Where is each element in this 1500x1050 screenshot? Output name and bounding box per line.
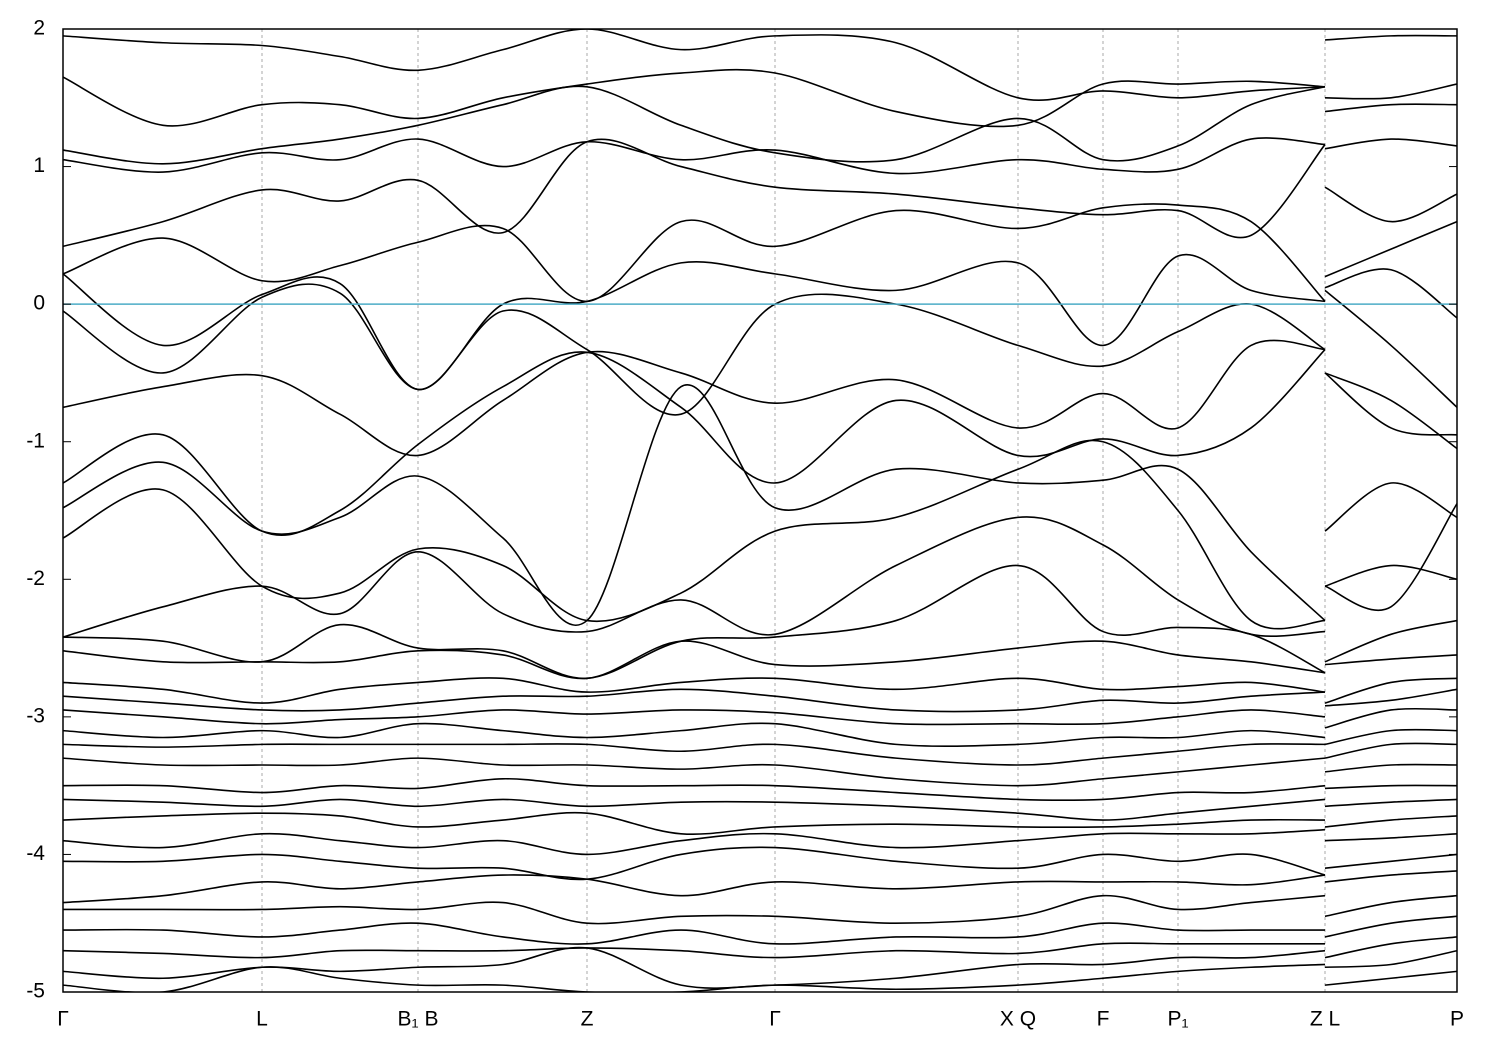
band-line: [63, 439, 1457, 630]
band-line: [63, 68, 1457, 128]
y-tick-label: 0: [33, 292, 45, 315]
y-tick-label: -1: [26, 429, 45, 452]
x-tick-label: Z L: [1310, 1008, 1340, 1031]
band-line: [63, 85, 1457, 165]
band-line: [63, 677, 1457, 704]
x-tick-label: F: [1097, 1008, 1110, 1031]
y-tick-label: -2: [26, 567, 45, 590]
band-line: [63, 339, 1457, 457]
band-line: [63, 29, 1457, 101]
band-line: [63, 384, 1457, 626]
band-line: [63, 936, 1457, 959]
y-tick-label: 2: [33, 17, 45, 40]
y-tick-label: -5: [26, 980, 45, 1003]
band-line: [63, 798, 1457, 821]
band-line: [63, 894, 1457, 925]
band-line: [63, 846, 1457, 881]
x-tick-label: Z: [581, 1008, 594, 1031]
x-tick-label: L: [256, 1008, 268, 1031]
x-tick-label: Γ: [57, 1008, 69, 1031]
band-line: [63, 253, 1457, 391]
band-line: [63, 707, 1457, 729]
band-line: [63, 283, 1457, 416]
bands: [63, 29, 1457, 992]
plot-frame: [62, 28, 1458, 993]
x-tick-label: P₁: [1167, 1008, 1188, 1031]
band-line: [63, 811, 1457, 836]
band-line: [63, 640, 1457, 680]
y-tick-label: 1: [33, 154, 45, 177]
band-line: [63, 915, 1457, 945]
x-tick-label: P: [1450, 1008, 1464, 1031]
y-tick-label: -3: [26, 704, 45, 727]
band-line: [63, 828, 1457, 856]
band-line: [63, 503, 1457, 638]
x-tick-label: B₁ B: [398, 1008, 439, 1031]
band-line: [63, 757, 1457, 787]
band-line: [63, 137, 1457, 175]
band-line: [63, 777, 1457, 802]
x-tick-label: X Q: [1000, 1008, 1036, 1031]
y-tick-label: -4: [26, 842, 45, 865]
band-line: [63, 688, 1457, 713]
band-line: [63, 138, 1457, 248]
band-line: [63, 203, 1457, 303]
band-line: [63, 742, 1457, 766]
x-tick-label: Γ: [769, 1008, 781, 1031]
band-line: [63, 722, 1457, 747]
band-line: [63, 870, 1457, 904]
